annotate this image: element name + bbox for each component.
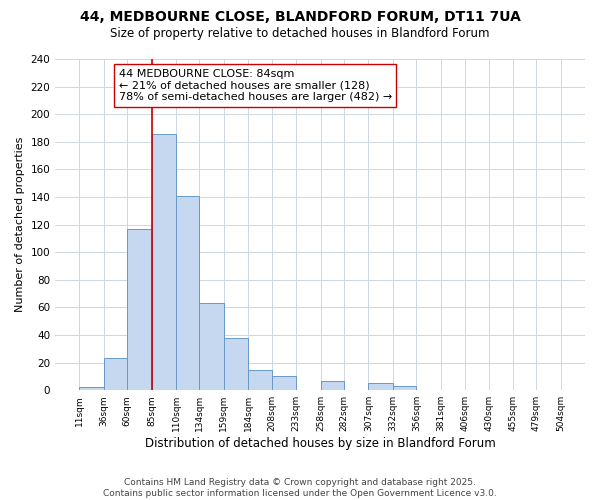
Bar [176,196,199,390]
Bar [224,338,248,390]
X-axis label: Distribution of detached houses by size in Blandford Forum: Distribution of detached houses by size … [145,437,496,450]
Bar [248,370,272,390]
Bar [127,228,152,390]
Text: 44 MEDBOURNE CLOSE: 84sqm
← 21% of detached houses are smaller (128)
78% of semi: 44 MEDBOURNE CLOSE: 84sqm ← 21% of detac… [119,69,392,102]
Bar [79,388,104,390]
Bar [272,376,296,390]
Text: Contains HM Land Registry data © Crown copyright and database right 2025.
Contai: Contains HM Land Registry data © Crown c… [103,478,497,498]
Bar [320,380,344,390]
Y-axis label: Number of detached properties: Number of detached properties [15,137,25,312]
Bar [393,386,416,390]
Text: 44, MEDBOURNE CLOSE, BLANDFORD FORUM, DT11 7UA: 44, MEDBOURNE CLOSE, BLANDFORD FORUM, DT… [80,10,520,24]
Bar [368,384,393,390]
Bar [152,134,176,390]
Bar [104,358,127,390]
Bar [199,304,224,390]
Text: Size of property relative to detached houses in Blandford Forum: Size of property relative to detached ho… [110,28,490,40]
